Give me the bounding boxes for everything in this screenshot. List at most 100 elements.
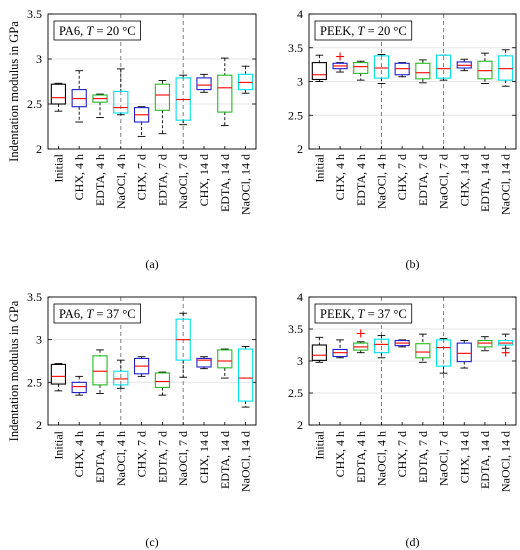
box-body <box>435 54 452 79</box>
panel-title-box: PA6, T = 20 °C <box>53 20 141 41</box>
box-body <box>92 355 108 386</box>
box-body <box>498 55 514 81</box>
y-tick-label: 4 <box>297 7 303 21</box>
y-tick-label: 4 <box>297 290 303 304</box>
category-label: CHX, 4 h <box>72 154 86 200</box>
box-edta-14-d <box>217 348 233 379</box>
category-label: EDTA, 14 d <box>218 154 232 212</box>
box-body <box>217 349 233 369</box>
box-body <box>71 381 87 394</box>
box-body <box>477 60 493 80</box>
category-label: CHX, 4 h <box>333 154 347 200</box>
box-body <box>373 338 390 354</box>
box-body <box>50 363 67 385</box>
axes-frame <box>47 13 257 150</box>
box-edta-4-h <box>353 60 369 81</box>
box-body <box>113 370 129 386</box>
panel-title-box: PEEK, T = 20 °C <box>314 20 413 41</box>
box-naocl-4-h <box>113 68 129 116</box>
category-label: EDTA, 7 d <box>155 431 169 483</box>
category-label: NaOCl, 7 d <box>176 431 190 486</box>
panel-title-box: PA6, T = 37 °C <box>53 303 141 324</box>
box-chx-14-d <box>196 356 212 370</box>
panel-title-box: PEEK, T = 37 °C <box>314 303 413 324</box>
panel-c: 2 2.5 3 3.5 PA6, T = 37 °C Initial CHX, 4 h EDT… <box>7 290 257 549</box>
category-label: EDTA, 4 h <box>93 154 107 206</box>
box-initial <box>311 336 327 363</box>
category-label: CHX, 7 d <box>395 431 409 477</box>
box-body <box>217 74 233 113</box>
category-label: CHX, 14 d <box>197 154 211 206</box>
box-chx-4-h <box>332 62 348 73</box>
y-tick-label: 3 <box>36 333 42 347</box>
panel-title-frame <box>314 20 413 41</box>
panel-title-frame <box>53 303 141 324</box>
category-label: NaOCl, 4 h <box>374 154 388 209</box>
y-tick-label: 3.5 <box>288 41 303 55</box>
box-chx-14-d <box>196 73 212 93</box>
category-label: NaOCl, 14 d <box>239 154 253 215</box>
box-chx-14-d <box>456 340 472 369</box>
box-body <box>373 55 390 79</box>
category-label: Initial <box>312 430 326 459</box>
category-label: CHX, 4 h <box>333 431 347 477</box>
box-chx-7-d <box>394 339 410 348</box>
box-naocl-7-d <box>435 338 452 374</box>
box-chx-7-d <box>394 62 410 78</box>
panel-a: 2 2.5 3 3.5 PA6, T = 20 °C Initial CHX, 4 h EDT… <box>7 7 257 271</box>
box-edta-4-h <box>353 341 369 354</box>
category-label: CHX, 7 d <box>135 154 149 200</box>
panel-label: (d) <box>406 535 420 549</box>
category-label: NaOCl, 14 d <box>239 431 253 492</box>
panel-title: PA6, T = 37 °C <box>59 307 136 321</box>
box-naocl-14-d <box>498 49 514 87</box>
box-chx-14-d <box>456 58 472 72</box>
y-tick-label: 2 <box>297 418 303 432</box>
panel-title: PEEK, T = 37 °C <box>320 307 407 321</box>
category-label: EDTA, 7 d <box>155 154 169 206</box>
box-edta-14-d <box>477 336 493 352</box>
category-label: NaOCl, 14 d <box>499 431 513 492</box>
box-body <box>415 343 431 359</box>
axes-frame <box>47 296 257 426</box>
box-body <box>415 62 431 80</box>
y-tick-label: 3 <box>36 52 42 66</box>
y-tick-label: 2.5 <box>27 375 42 389</box>
box-edta-14-d <box>217 57 233 127</box>
category-label: EDTA, 7 d <box>416 154 430 206</box>
category-label: CHX, 7 d <box>135 431 149 477</box>
box-body <box>196 77 212 91</box>
box-edta-7-d <box>415 59 431 84</box>
category-label: EDTA, 4 h <box>354 431 368 483</box>
box-naocl-4-h <box>373 54 390 84</box>
category-label: NaOCl, 14 d <box>499 154 513 215</box>
box-edta-14-d <box>477 52 493 84</box>
box-naocl-4-h <box>373 334 390 359</box>
panel-title-frame <box>314 303 413 324</box>
box-edta-7-d <box>415 333 431 363</box>
box-naocl-7-d <box>175 312 191 378</box>
box-body <box>113 90 129 114</box>
category-label: NaOCl, 4 h <box>374 431 388 486</box>
y-tick-label: 3 <box>297 354 303 368</box>
y-tick-label: 3 <box>297 75 303 89</box>
category-label: NaOCl, 7 d <box>176 154 190 209</box>
box-body <box>311 344 327 361</box>
category-label: EDTA, 4 h <box>93 431 107 483</box>
category-label: NaOCl, 4 h <box>114 154 128 209</box>
box-body <box>154 83 171 111</box>
category-label: CHX, 4 h <box>72 431 86 477</box>
y-tick-label: 2.5 <box>27 97 42 111</box>
panel-label: (a) <box>145 257 158 271</box>
box-body <box>237 348 254 402</box>
box-body <box>353 62 369 74</box>
panel-d: 2 2.5 3 3.5 4 PEEK, T = 37 °C Initial CHX, 4 h E… <box>288 290 517 549</box>
box-chx-7-d <box>133 356 150 377</box>
y-tick-label: 2.5 <box>288 108 303 122</box>
box-initial <box>50 82 67 112</box>
panel-label: (b) <box>406 257 420 271</box>
box-initial <box>311 54 327 82</box>
category-label: EDTA, 14 d <box>478 154 492 212</box>
panel-label: (c) <box>145 535 158 549</box>
